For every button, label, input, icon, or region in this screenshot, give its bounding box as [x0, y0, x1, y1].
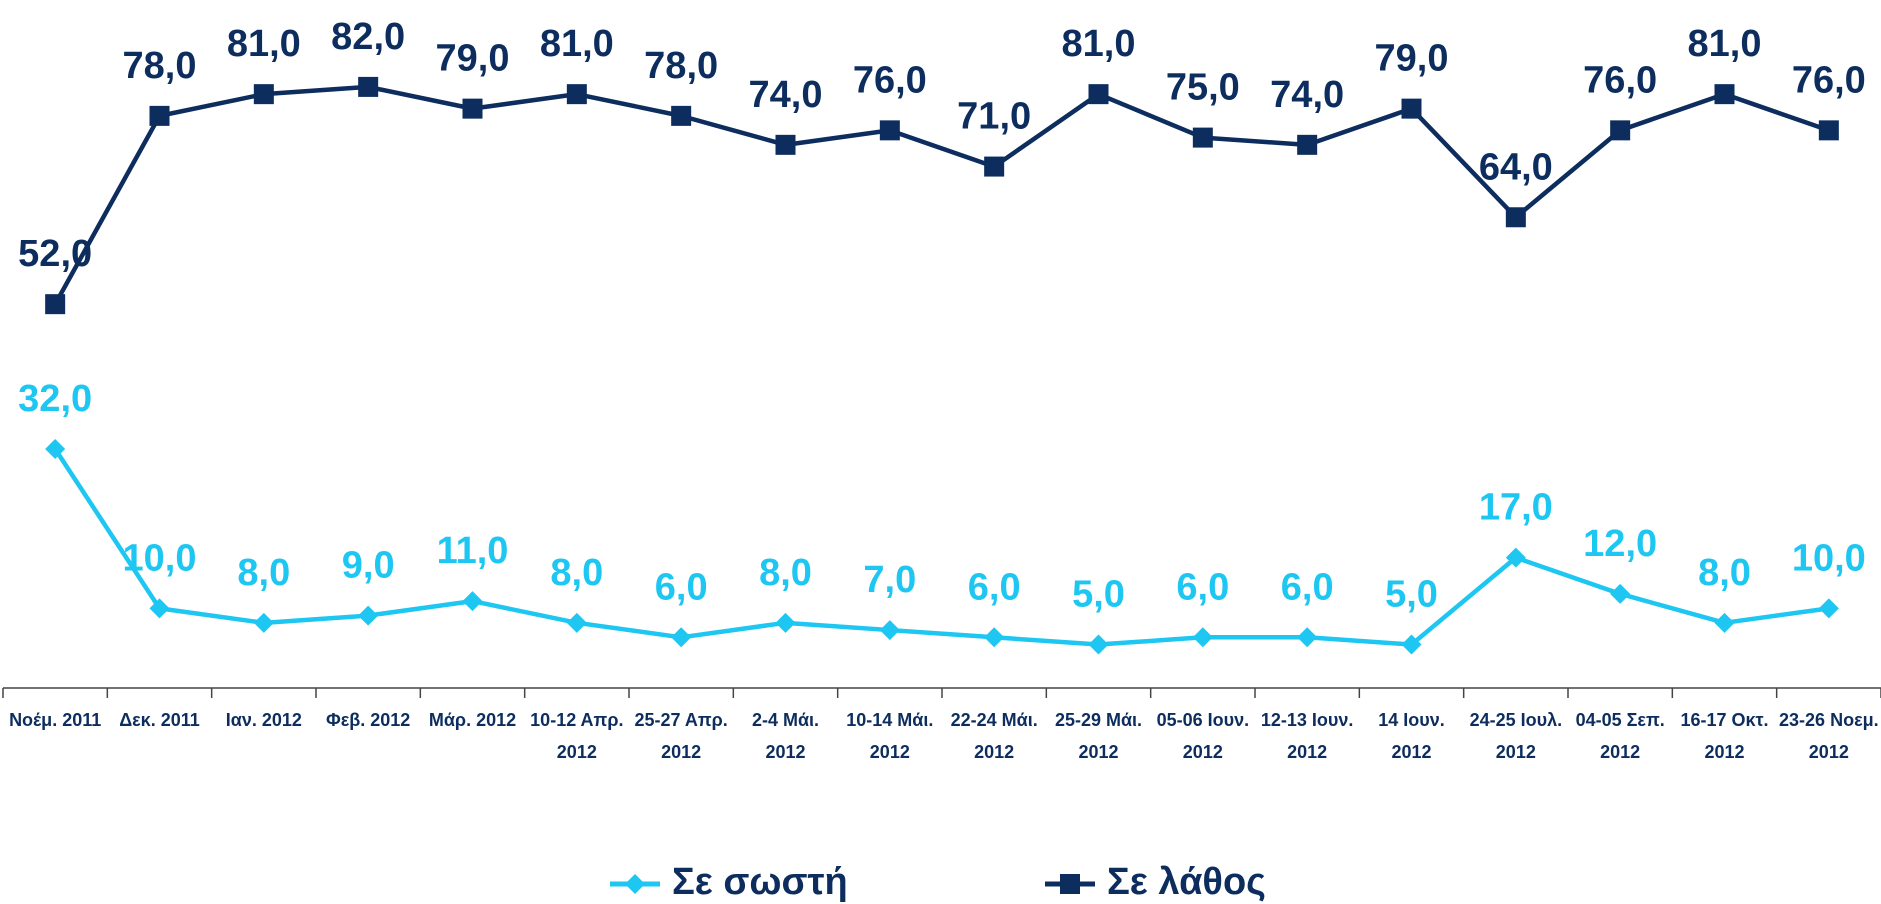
- marker: [1088, 84, 1109, 105]
- data-label: 81,0: [540, 23, 614, 65]
- data-label: 71,0: [957, 96, 1031, 138]
- data-label: 79,0: [1375, 38, 1449, 80]
- x-tick-label: 04-05 Σεπ. 2012: [1575, 710, 1665, 762]
- marker: [358, 76, 379, 97]
- marker: [775, 612, 796, 633]
- marker: [1401, 98, 1422, 119]
- x-tick-label: Δεκ. 2011: [119, 710, 200, 730]
- data-label: 17,0: [1479, 487, 1553, 529]
- marker: [1714, 612, 1735, 633]
- marker: [1714, 84, 1735, 105]
- data-label: 6,0: [1281, 566, 1334, 608]
- data-label: 82,0: [331, 16, 405, 58]
- marker: [1192, 627, 1213, 648]
- data-label: 8,0: [759, 552, 812, 594]
- data-label: 7,0: [863, 559, 916, 601]
- x-tick-label: 14 Ιουν. 2012: [1378, 710, 1445, 762]
- data-label: 6,0: [968, 566, 1021, 608]
- marker: [1610, 583, 1631, 604]
- x-tick-label: 25-29 Μάι. 2012: [1054, 710, 1143, 762]
- data-label: 64,0: [1479, 146, 1553, 188]
- marker: [879, 620, 900, 641]
- marker: [625, 874, 645, 894]
- x-tick-label: 22-24 Μάι. 2012: [950, 710, 1038, 762]
- marker: [1401, 634, 1422, 655]
- data-label: 81,0: [1688, 23, 1762, 65]
- x-tick-label: 16-17 Οκτ. 2012: [1680, 710, 1769, 762]
- x-tick-label: Φεβ. 2012: [325, 710, 411, 730]
- legend-label: Σε λάθος: [1107, 861, 1266, 903]
- marker: [1192, 127, 1213, 148]
- data-label: 11,0: [437, 530, 509, 572]
- marker: [775, 134, 796, 155]
- data-label: 76,0: [1583, 59, 1657, 101]
- marker: [879, 120, 900, 141]
- data-label: 74,0: [1270, 74, 1344, 116]
- data-label: 74,0: [749, 74, 823, 116]
- marker: [1297, 134, 1318, 155]
- marker: [358, 605, 379, 626]
- marker: [671, 627, 692, 648]
- data-label: 76,0: [853, 59, 927, 101]
- x-tick-label: 24-25 Ιουλ. 2012: [1469, 710, 1563, 762]
- marker: [462, 98, 483, 119]
- x-tick-label: 10-12 Απρ. 2012: [530, 710, 624, 762]
- x-tick-label: 23-26 Νοεμ. 2012: [1779, 710, 1879, 762]
- marker: [149, 105, 170, 126]
- marker: [1610, 120, 1631, 141]
- data-label: 8,0: [1698, 552, 1751, 594]
- marker: [984, 627, 1005, 648]
- marker: [671, 105, 692, 126]
- x-tick-label: 12-13 Ιουν. 2012: [1260, 710, 1354, 762]
- legend-label: Σε σωστή: [672, 861, 848, 903]
- x-tick-label: 2-4 Μάι. 2012: [751, 710, 820, 762]
- marker: [462, 591, 483, 612]
- marker: [1088, 634, 1109, 655]
- data-label: 10,0: [123, 537, 197, 579]
- data-label: 79,0: [436, 38, 510, 80]
- x-tick-label: Ιαν. 2012: [225, 710, 302, 730]
- data-label: 10,0: [1792, 537, 1866, 579]
- marker: [45, 294, 66, 315]
- x-tick-label: 05-06 Ιουν. 2012: [1156, 710, 1250, 762]
- data-label: 9,0: [342, 545, 395, 587]
- data-label: 52,0: [18, 233, 92, 275]
- series-line: [53, 84, 1830, 306]
- marker: [566, 84, 587, 105]
- data-label: 81,0: [227, 23, 301, 65]
- x-tick-label: 10-14 Μάι. 2012: [846, 710, 934, 762]
- marker: [1505, 207, 1526, 228]
- marker: [253, 612, 274, 633]
- x-tick-label: Μάρ. 2012: [428, 710, 517, 730]
- marker: [984, 156, 1005, 177]
- marker: [1818, 120, 1839, 141]
- x-tick-label: 25-27 Απρ. 2012: [634, 710, 728, 762]
- data-label: 78,0: [123, 45, 197, 87]
- data-label: 75,0: [1166, 67, 1240, 109]
- data-label: 6,0: [1176, 566, 1229, 608]
- marker: [1505, 547, 1526, 568]
- marker: [1818, 598, 1839, 619]
- data-label: 8,0: [550, 552, 603, 594]
- data-label: 5,0: [1385, 574, 1438, 616]
- data-label: 76,0: [1792, 59, 1866, 101]
- data-label: 6,0: [655, 566, 708, 608]
- x-tick-label: Νοέμ. 2011: [9, 710, 102, 730]
- data-label: 81,0: [1062, 23, 1136, 65]
- series-line: [53, 447, 1830, 647]
- data-label: 8,0: [237, 552, 290, 594]
- data-label: 5,0: [1072, 574, 1125, 616]
- data-label: 12,0: [1583, 523, 1657, 565]
- marker: [149, 598, 170, 619]
- marker: [566, 612, 587, 633]
- data-label: 78,0: [644, 45, 718, 87]
- marker: [45, 439, 66, 460]
- marker: [253, 84, 274, 105]
- marker: [1060, 874, 1080, 894]
- data-label: 32,0: [18, 378, 92, 420]
- marker: [1297, 627, 1318, 648]
